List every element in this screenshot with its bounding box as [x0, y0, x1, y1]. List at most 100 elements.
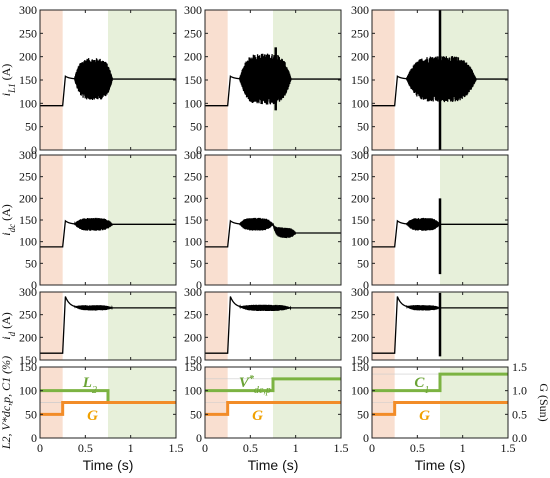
y-tick-label: 300 — [184, 285, 202, 299]
trace-r1-c1 — [40, 58, 176, 107]
panel-r3-c1: 150 200 250 300 — [19, 285, 177, 367]
y-tick-label: 300 — [19, 3, 37, 17]
shade-region-second — [108, 10, 176, 150]
panel-frame-r4-c2 — [204, 366, 342, 439]
trace-r2-c1 — [40, 217, 176, 248]
label-superscript: * — [249, 373, 255, 384]
y-tick-label: 50 — [25, 256, 37, 270]
y-tick-label: 300 — [184, 148, 202, 162]
trace-r1-c2 — [205, 53, 341, 107]
y-tick-label: 250 — [19, 170, 37, 184]
y-tick-label: 50 — [25, 407, 37, 421]
shade-region-first — [40, 155, 63, 285]
ylabel-sub: dc — [7, 224, 17, 233]
panel-r2-c1: 0 50 100 150 200 250 300 — [19, 148, 177, 292]
y-tick-label: 150 — [184, 353, 202, 367]
y-tick-label: 250 — [184, 26, 202, 40]
ylabel-unit: (A) — [0, 64, 13, 84]
y-tick-label: 150 — [351, 360, 369, 374]
y-tick-label: 200 — [351, 191, 369, 205]
trace-r3-c1 — [40, 296, 176, 354]
y2-tick-label: 0.0 — [512, 431, 527, 445]
y-tick-label: 150 — [351, 353, 369, 367]
panel-r1-c3: 0 50 100 150 200 250 300 — [351, 3, 509, 157]
ylabel-var: i — [0, 93, 13, 96]
y-tick-label: 150 — [351, 73, 369, 87]
ylabel-var: i — [0, 336, 13, 339]
panel-frame-r3-c3 — [371, 291, 509, 361]
y-tick-label: 0 — [196, 278, 202, 292]
y-tick-label: 50 — [190, 407, 202, 421]
y-tick-label: 100 — [351, 96, 369, 110]
x-tick-label: 1.5 — [169, 441, 184, 455]
y-tick-label: 200 — [19, 330, 37, 344]
panel-frame-r4-c1 — [39, 366, 177, 439]
shade-region-first — [372, 10, 395, 150]
label-subscript: 2 — [92, 384, 97, 395]
y-tick-label: 0 — [196, 143, 202, 157]
x-tick-label: 0 — [37, 441, 43, 455]
y-tick-label: 50 — [190, 120, 202, 134]
y-tick-label: 150 — [19, 213, 37, 227]
y2-axis-title: G (Sun) — [537, 383, 550, 421]
y-tick-label: 0 — [31, 431, 37, 445]
panel-r4-c2: V*dc,p G 0 50 100 150 0 0.5 1 1.5 Time (s) — [184, 360, 349, 473]
panel-r3-c2: 150 200 250 300 — [184, 285, 342, 367]
y-tick-label: 100 — [351, 235, 369, 249]
orange-step-trace-c3 — [372, 401, 508, 416]
y2-tick-label: 0.5 — [512, 407, 527, 421]
shade-region-second — [108, 292, 176, 360]
y-tick-label: 0 — [196, 431, 202, 445]
y-tick-label: 200 — [184, 191, 202, 205]
y-tick-label: 300 — [351, 148, 369, 162]
y-tick-label: 250 — [351, 26, 369, 40]
panel-r2-c2: 0 50 100 150 200 250 300 — [184, 148, 342, 292]
shade-region-second — [440, 155, 508, 285]
y-tick-label: 250 — [184, 170, 202, 184]
y-tick-label: 100 — [184, 235, 202, 249]
y-axis-title-row4: L2, V*dc,p, C1 (%) — [0, 356, 13, 450]
y-tick-label: 200 — [351, 50, 369, 64]
label-base: L — [82, 375, 92, 391]
y2-tick-label: 1.0 — [512, 384, 527, 398]
y-tick-label: 300 — [351, 3, 369, 17]
y-tick-label: 0 — [363, 278, 369, 292]
shade-region-second — [108, 155, 176, 285]
green-step-trace-c2 — [205, 377, 341, 393]
x-tick-label: 1 — [293, 441, 299, 455]
label-subscript: dc,p — [254, 384, 271, 395]
shade-region-first — [372, 292, 395, 360]
ylabel-var: i — [0, 232, 13, 235]
y-tick-label: 0 — [363, 431, 369, 445]
x-tick-label: 0.5 — [410, 441, 425, 455]
y-tick-label: 50 — [190, 256, 202, 270]
panel-r3-c3: 150 200 250 300 — [351, 285, 509, 367]
y-tick-label: 50 — [357, 407, 369, 421]
orange-trace-label-c3: G — [419, 408, 430, 424]
y-tick-label: 250 — [19, 308, 37, 322]
y-axis-title-row2: idc (A) — [0, 204, 17, 236]
y-tick-label: 300 — [19, 148, 37, 162]
x-axis-title: Time (s) — [83, 457, 134, 473]
y-tick-label: 50 — [357, 256, 369, 270]
label-subscript: 1 — [424, 384, 429, 395]
y-tick-label: 100 — [19, 96, 37, 110]
y-tick-label: 50 — [25, 120, 37, 134]
y-tick-label: 250 — [351, 170, 369, 184]
y-axis-title-row1: iL1 (A) — [0, 64, 17, 97]
y-tick-label: 300 — [351, 285, 369, 299]
x-tick-label: 1 — [460, 441, 466, 455]
x-tick-label: 0 — [202, 441, 208, 455]
trace-r2-c2 — [205, 217, 341, 248]
orange-step-trace-c1 — [40, 401, 176, 416]
y-tick-label: 250 — [184, 308, 202, 322]
shade-region-first — [205, 155, 228, 285]
y-tick-label: 150 — [184, 73, 202, 87]
y-tick-label: 250 — [19, 26, 37, 40]
y-tick-label: 100 — [19, 235, 37, 249]
shade-region-second — [273, 292, 341, 360]
shade-region-first — [205, 292, 228, 360]
panel-frame-r3-c1 — [39, 291, 177, 361]
panel-r1-c1: 0 50 100 150 200 250 300 — [19, 3, 177, 157]
